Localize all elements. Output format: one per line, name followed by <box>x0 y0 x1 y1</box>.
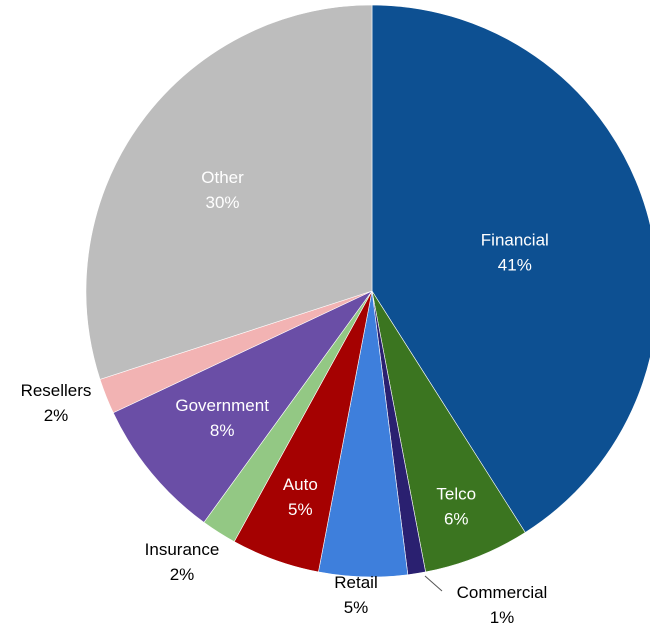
slice-name: Government <box>175 396 269 415</box>
slice-percent: 5% <box>344 598 369 617</box>
slice-label-resellers: Resellers 2% <box>21 381 92 425</box>
slice-label-financial: Financial 41% <box>481 231 549 275</box>
slice-label-telco: Telco 6% <box>436 485 476 529</box>
slice-labels: Financial 41%Telco 6%Commercial 1%Retail 5%A… <box>21 168 549 627</box>
slice-name: Other <box>201 168 244 187</box>
leader-lines <box>424 575 443 592</box>
slice-name: Telco <box>436 485 476 504</box>
slice-label-insurance: Insurance 2% <box>145 540 220 584</box>
slice-percent: 2% <box>170 565 195 584</box>
slice-name: Auto <box>283 475 318 494</box>
slice-percent: 30% <box>206 193 240 212</box>
slice-label-auto: Auto 5% <box>283 475 318 519</box>
slice-label-retail: Retail 5% <box>334 573 377 617</box>
slice-percent: 6% <box>444 510 469 529</box>
slice-percent: 1% <box>490 608 515 627</box>
pie-slice-government <box>112 290 373 523</box>
slice-name: Retail <box>334 573 377 592</box>
pie-slice-financial <box>371 4 650 533</box>
slice-label-government: Government 8% <box>175 396 269 440</box>
slice-label-commercial: Commercial 1% <box>457 583 548 627</box>
slice-label-other: Other 30% <box>201 168 244 212</box>
slice-percent: 41% <box>498 256 532 275</box>
slice-percent: 2% <box>44 406 69 425</box>
slice-name: Resellers <box>21 381 92 400</box>
leader-line-commercial <box>424 575 443 592</box>
slice-name: Financial <box>481 231 549 250</box>
slice-percent: 8% <box>210 421 235 440</box>
pie-slice-other <box>85 4 373 380</box>
slice-name: Commercial <box>457 583 548 602</box>
slice-percent: 5% <box>288 500 313 519</box>
slice-name: Insurance <box>145 540 220 559</box>
pie-slices <box>85 4 650 578</box>
